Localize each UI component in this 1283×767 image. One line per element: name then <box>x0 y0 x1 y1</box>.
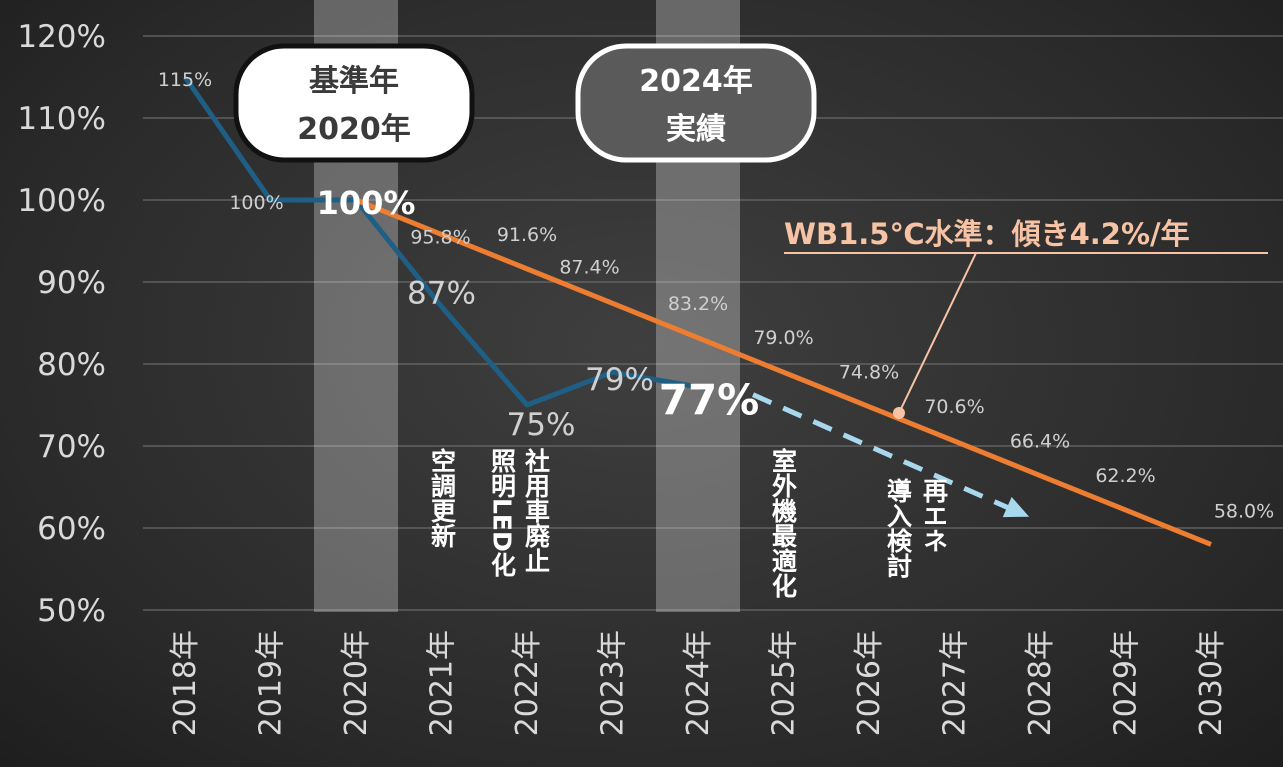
callout-actual-2024: 2024年 実績 <box>575 43 817 163</box>
callout-base-year: 基準年 2020年 <box>233 43 475 163</box>
x-tick-label: 2025年 <box>767 630 802 736</box>
initiative-labels: 空調更新 照明LED化 社用車廃止 室外機最適化 再エネ 導入検討 <box>428 447 949 598</box>
x-tick-label: 2030年 <box>1194 630 1229 736</box>
x-tick-label: 2021年 <box>425 630 460 736</box>
data-labels: 115% 100% 100% 87% 75%79% 77% 95.8% 91.6%87.4% 8… <box>158 69 1274 522</box>
wb-leader-dot <box>893 407 905 419</box>
callout-actual-line2: 実績 <box>666 112 726 147</box>
x-tick-label: 2019年 <box>254 630 289 736</box>
actual-data-label: 77% <box>659 376 760 425</box>
x-tick-label: 2023年 <box>596 630 631 736</box>
x-axis: 2018年 2019年 2020年 2021年 2022年 2023年 2024年 2025年… <box>168 630 1229 736</box>
target-data-label: 62.2% <box>1095 465 1155 487</box>
actual-data-label: 75% <box>507 407 576 443</box>
target-data-label: 66.4% <box>1010 431 1070 453</box>
x-tick-label: 2024年 <box>681 630 716 736</box>
y-axis: 50% 60% 70% 80% 90% 100% 110% 120% <box>17 19 106 629</box>
y-tick-label: 60% <box>37 511 106 547</box>
x-tick-label: 2028年 <box>1023 630 1058 736</box>
wb-label: WB1.5℃水準：傾き4.2%/年 <box>784 217 1190 251</box>
target-data-label: 95.8% <box>410 226 470 248</box>
y-tick-label: 70% <box>37 429 106 465</box>
wb-leader-line <box>898 252 977 414</box>
target-data-label: 70.6% <box>924 396 984 418</box>
x-tick-label: 2027年 <box>938 630 973 736</box>
initiative-renewable-2: 導入検討 <box>884 477 913 578</box>
actual-data-label: 100% <box>229 192 283 214</box>
target-data-label: 87.4% <box>559 256 619 278</box>
actual-data-label: 79% <box>585 362 654 398</box>
target-data-label: 83.2% <box>668 293 728 315</box>
target-data-label: 79.0% <box>753 327 813 349</box>
y-tick-label: 50% <box>37 593 106 629</box>
wb-annotation: WB1.5℃水準：傾き4.2%/年 <box>784 217 1268 419</box>
series-lines <box>182 75 1212 547</box>
x-tick-label: 2029年 <box>1109 630 1144 736</box>
callout-base-line1: 基準年 <box>309 64 399 99</box>
target-data-label: 74.8% <box>839 362 899 384</box>
y-tick-label: 90% <box>37 265 106 301</box>
y-tick-label: 100% <box>17 183 106 219</box>
target-data-label: 58.0% <box>1214 500 1274 522</box>
y-tick-label: 110% <box>17 101 106 137</box>
initiative-renewable-1: 再エネ <box>920 478 949 553</box>
x-tick-label: 2018年 <box>168 630 203 736</box>
initiative-lighting: 照明LED化 <box>488 448 517 577</box>
projection-arrow-head <box>1002 496 1030 518</box>
y-tick-label: 120% <box>17 19 106 55</box>
initiative-outdoor-unit: 室外機最適化 <box>769 447 798 598</box>
actual-emissions-line <box>182 75 709 408</box>
actual-data-label: 87% <box>407 276 476 312</box>
initiative-vehicle: 社用車廃止 <box>522 447 551 573</box>
projection-arrow-line <box>751 392 1010 510</box>
target-data-label: 91.6% <box>497 224 557 246</box>
y-tick-label: 80% <box>37 347 106 383</box>
actual-data-label: 115% <box>158 69 212 91</box>
x-tick-label: 2020年 <box>339 630 374 736</box>
callout-actual-line1: 2024年 <box>639 64 753 99</box>
x-tick-label: 2026年 <box>852 630 887 736</box>
initiative-aircon: 空調更新 <box>428 447 457 549</box>
wb-target-line <box>355 197 1212 547</box>
actual-data-label: 100% <box>317 184 416 222</box>
x-tick-label: 2022年 <box>510 630 545 736</box>
callout-base-line2: 2020年 <box>297 112 411 147</box>
